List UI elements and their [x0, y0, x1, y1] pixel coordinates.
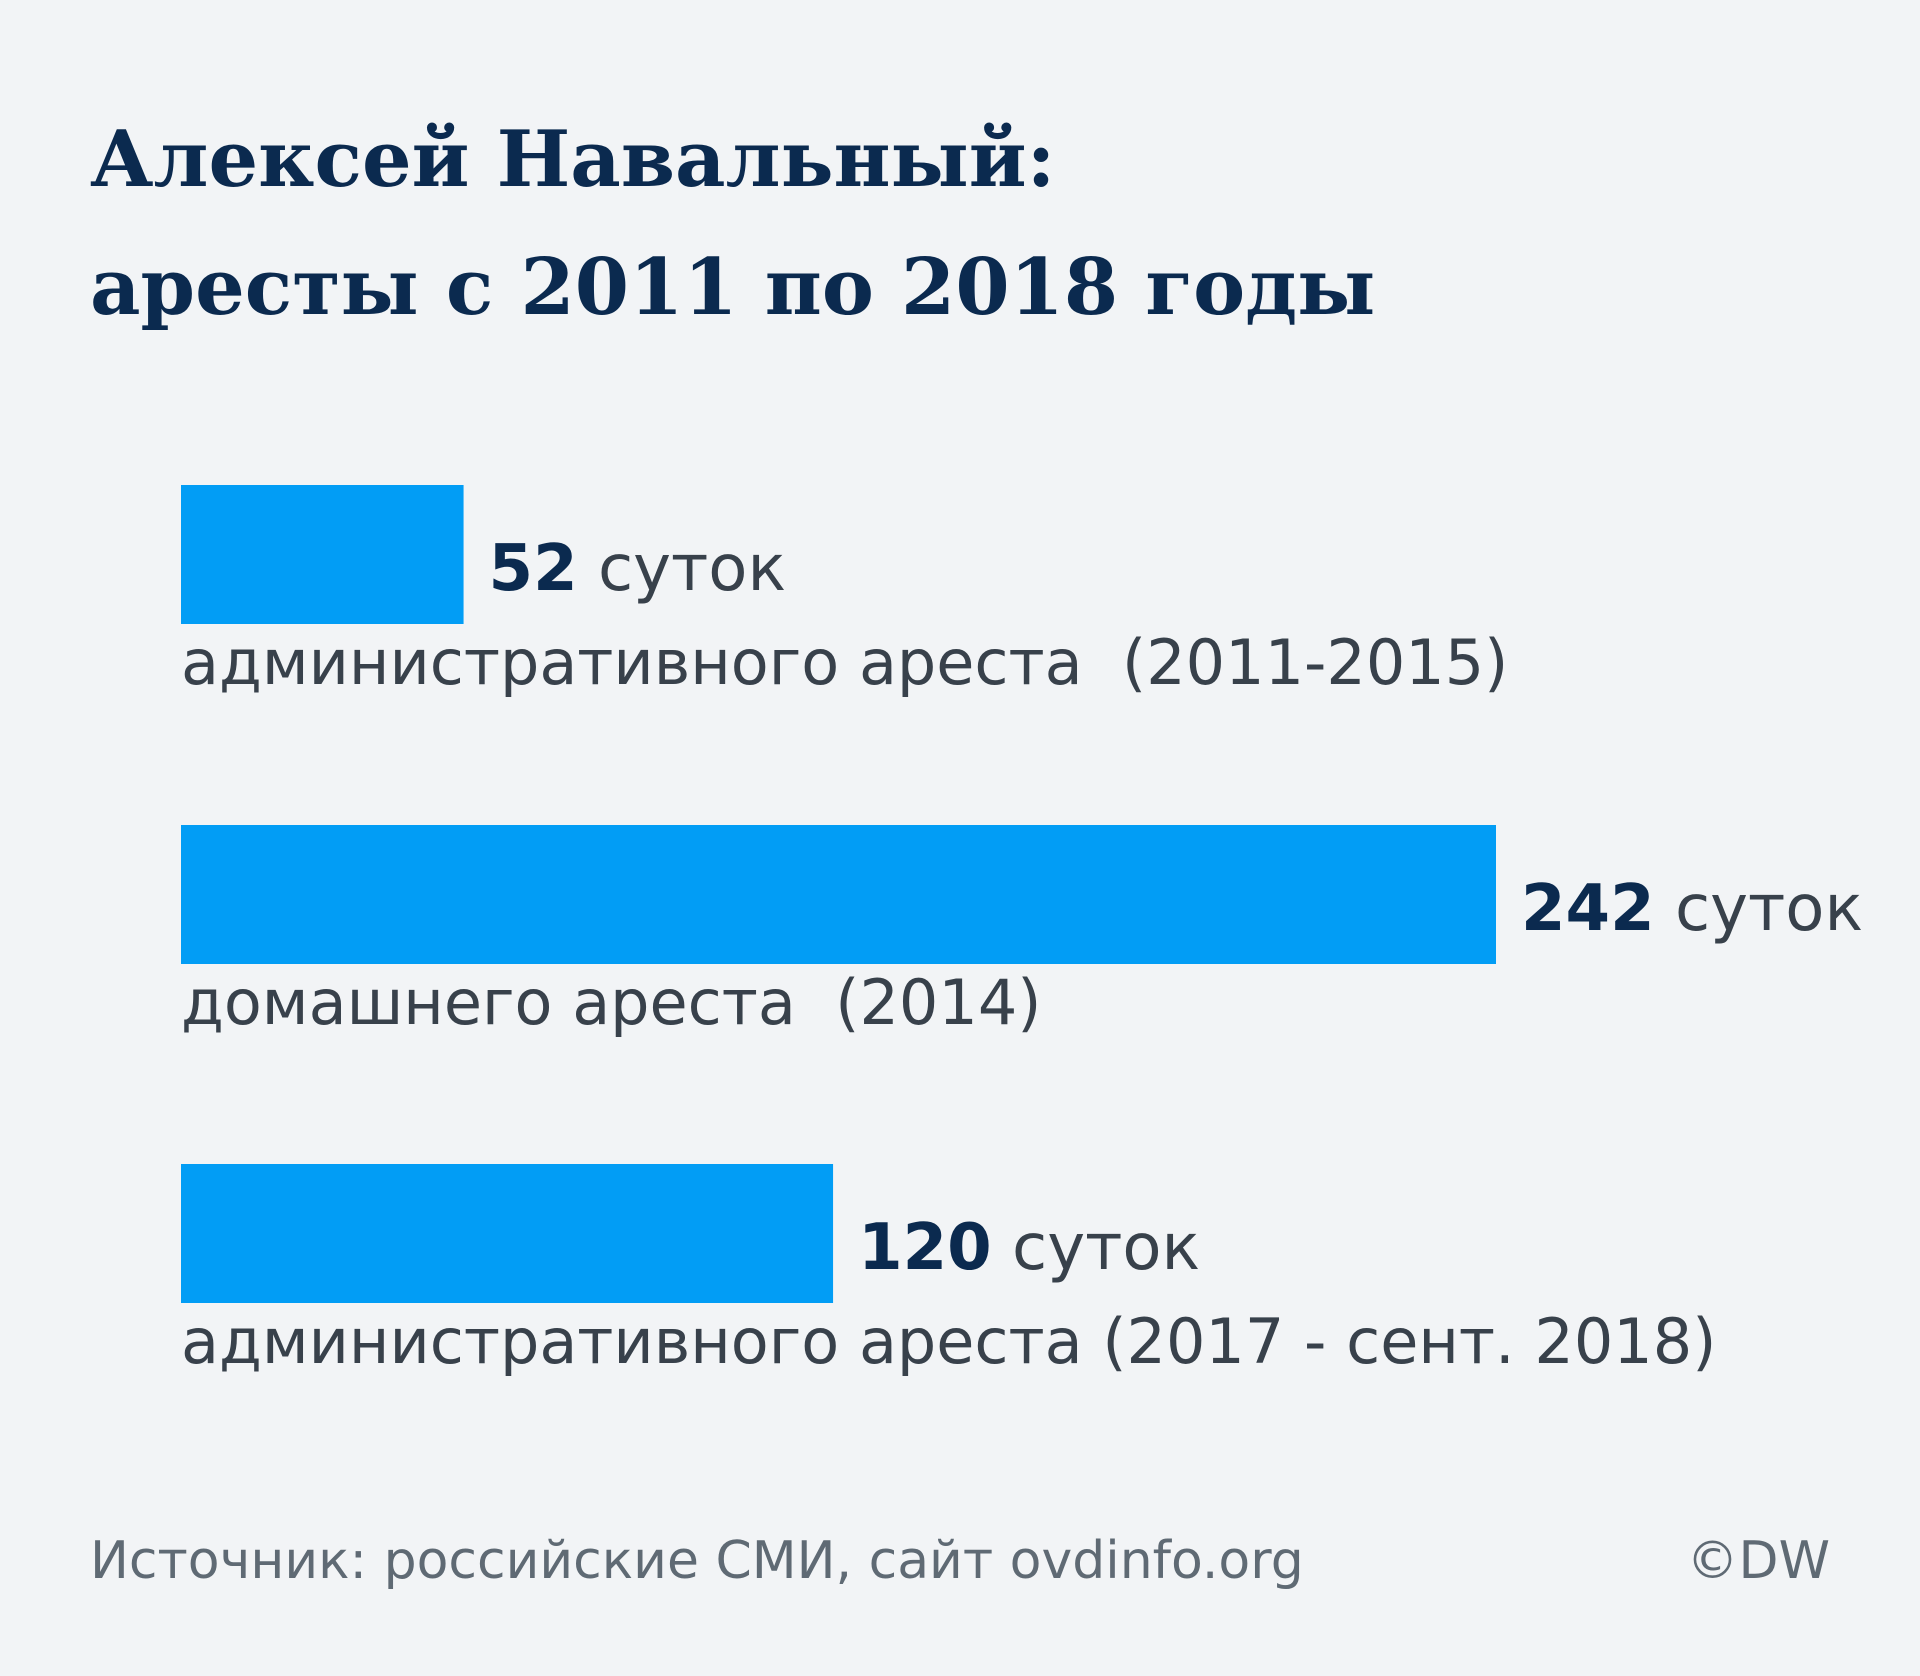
- chart-title-line-2: аресты с 2011 по 2018 годы: [90, 242, 1376, 333]
- category-label-3: административного ареста (2017 - сент. 2…: [181, 1305, 1716, 1378]
- source-note: Источник: российские СМИ, сайт ovdinfo.o…: [90, 1531, 1304, 1591]
- value-label-2: 242 суток: [1521, 872, 1863, 946]
- bar-1: [181, 485, 464, 624]
- category-label-2: домашнего ареста (2014): [181, 966, 1041, 1039]
- value-unit-3: суток: [992, 1211, 1201, 1285]
- value-unit-1: суток: [578, 532, 787, 606]
- value-label-3: 120 суток: [858, 1211, 1200, 1285]
- category-label-1: административного ареста (2011-2015): [181, 626, 1508, 699]
- bar-3: [181, 1164, 834, 1303]
- value-number-3: 120: [858, 1211, 992, 1285]
- bar-2: [181, 825, 1496, 964]
- value-unit-2: суток: [1655, 872, 1864, 946]
- chart-title-line-1: Алексей Навальный:: [90, 114, 1056, 205]
- copyright-credit: ©DW: [1686, 1531, 1830, 1591]
- chart-title: Алексей Навальный: аресты с 2011 по 2018…: [90, 96, 1840, 352]
- value-number-1: 52: [489, 532, 578, 606]
- value-number-2: 242: [1521, 872, 1655, 946]
- value-label-1: 52 суток: [489, 532, 787, 606]
